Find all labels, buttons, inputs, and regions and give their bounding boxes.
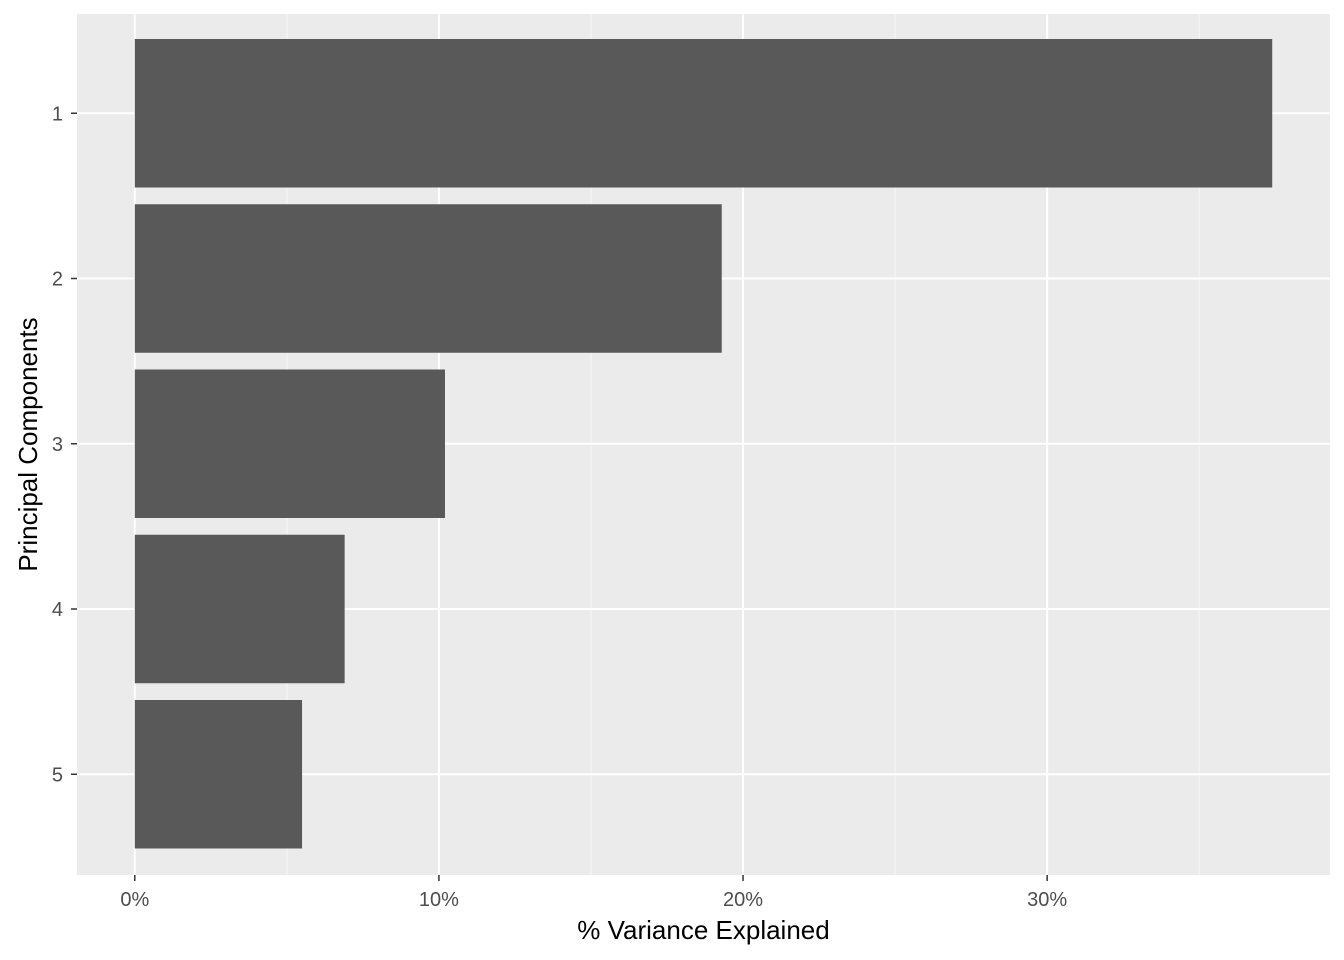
x-tick-label: 30% bbox=[1027, 889, 1067, 911]
bars-layer bbox=[134, 39, 1273, 849]
x-axis-title: % Variance Explained bbox=[577, 915, 829, 945]
bar-pc-4 bbox=[134, 534, 345, 684]
bar-pc-1 bbox=[134, 39, 1273, 188]
x-tick-label: 0% bbox=[120, 889, 149, 911]
bar-pc-5 bbox=[134, 700, 303, 849]
bar-pc-3 bbox=[134, 369, 445, 518]
x-tick-label: 20% bbox=[723, 889, 763, 911]
y-tick-label: 4 bbox=[52, 599, 63, 621]
x-tick-label: 10% bbox=[419, 889, 459, 911]
y-tick-label: 2 bbox=[52, 269, 63, 291]
y-tick-label: 1 bbox=[52, 103, 63, 125]
axis-tick-labels: 0% 10% 20% 30% 1 2 3 4 5 bbox=[52, 103, 1068, 911]
y-tick-label: 3 bbox=[52, 434, 63, 456]
axis-ticks bbox=[71, 112, 1048, 881]
y-axis-title: Principal Components bbox=[13, 317, 43, 571]
y-tick-label: 5 bbox=[52, 764, 63, 786]
bar-pc-2 bbox=[134, 204, 722, 353]
